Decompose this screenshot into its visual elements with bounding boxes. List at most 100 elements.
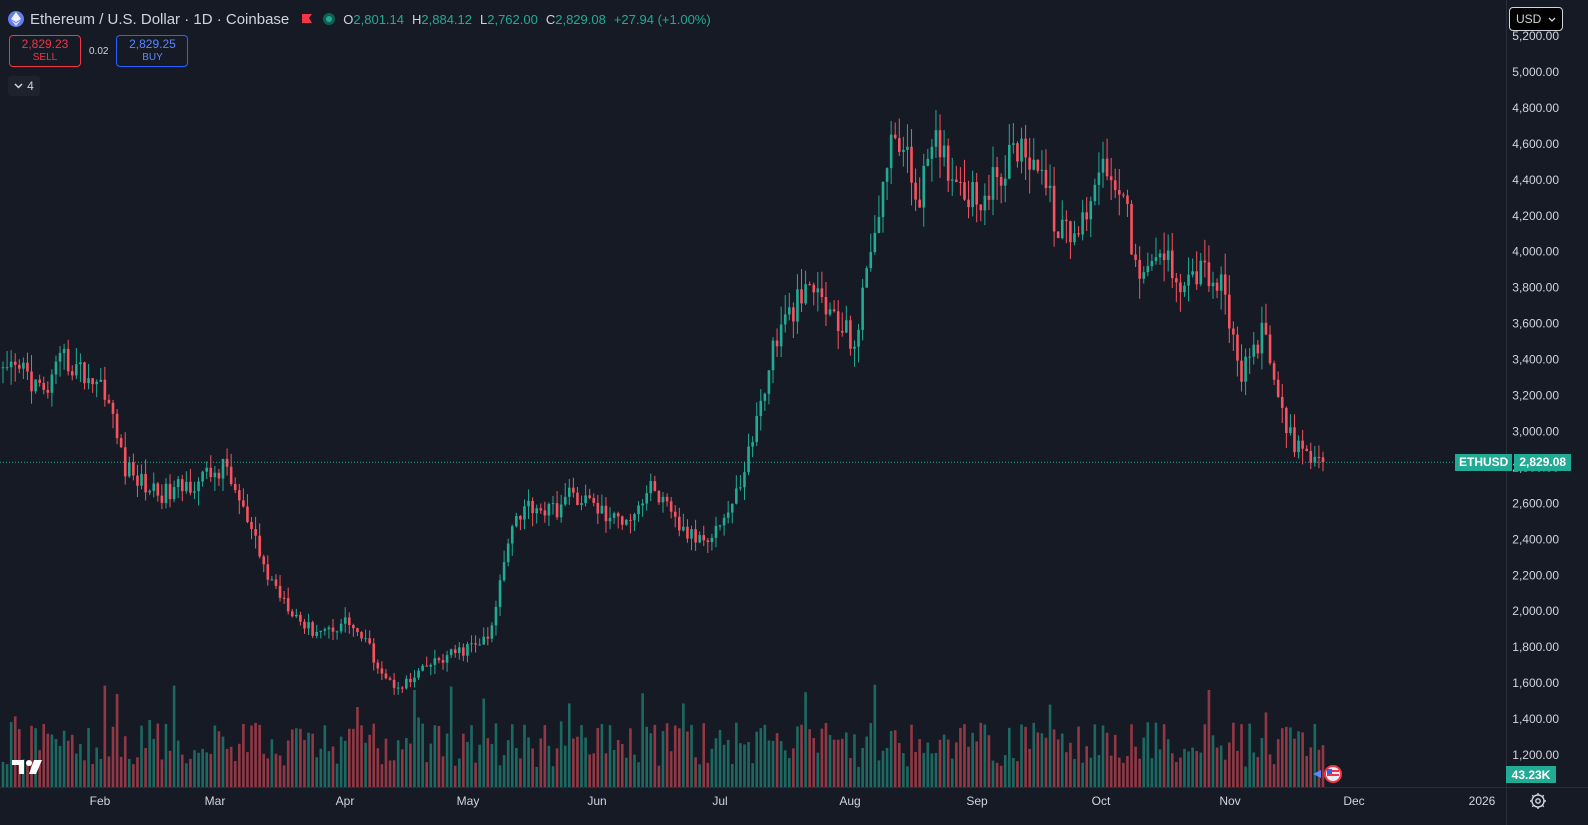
candle-body — [1240, 360, 1243, 382]
price-axis[interactable]: 5,200.00 5,000.00 4,800.00 4,600.00 4,400.00… — [1512, 29, 1559, 762]
volume-bars — [1, 684, 1325, 787]
volume-bar — [718, 730, 722, 787]
candle-body — [38, 379, 41, 383]
volume-bar — [152, 738, 156, 787]
candles[interactable] — [1, 110, 1325, 695]
candle-body — [950, 179, 954, 181]
price-tick-label: 1,400.00 — [1512, 712, 1559, 726]
candle-body — [910, 146, 913, 183]
volume-bar — [441, 756, 445, 787]
candle-body — [405, 678, 408, 689]
candle-body — [710, 537, 714, 543]
volume-bar — [1219, 745, 1223, 787]
price-tick-label: 3,800.00 — [1512, 281, 1559, 295]
volume-bar — [633, 754, 636, 787]
candle-body — [87, 378, 90, 384]
candle-body — [767, 370, 771, 394]
volume-bar — [906, 766, 909, 787]
candle-body — [433, 658, 437, 665]
volume-bar — [747, 742, 750, 787]
indicators-toggle[interactable]: 4 — [8, 76, 40, 96]
candle-body — [739, 487, 742, 489]
candle-body — [783, 314, 787, 325]
candle-body — [559, 504, 563, 518]
candle-body — [946, 145, 950, 181]
candle-body — [34, 379, 37, 392]
volume-bar — [1130, 724, 1133, 787]
candle-body — [1170, 250, 1174, 279]
time-tick-label: 2026 — [1469, 794, 1496, 808]
volume-bar — [918, 739, 921, 787]
candle-body — [543, 510, 547, 516]
market-status-icon[interactable] — [323, 13, 336, 25]
volume-bar — [1256, 757, 1260, 787]
candle-body — [873, 232, 877, 253]
volume-bar — [262, 753, 266, 787]
volume-bar — [323, 725, 327, 787]
volume-bar — [596, 727, 600, 787]
candle-body — [934, 130, 938, 147]
price-tick-label: 2,000.00 — [1512, 604, 1559, 618]
volume-bar — [763, 724, 767, 787]
volume-bar — [132, 764, 135, 787]
volume-bar — [771, 740, 775, 787]
time-tick-label: Mar — [205, 794, 226, 808]
candle-body — [588, 495, 591, 499]
candle-body — [1101, 158, 1105, 173]
candle-body — [9, 361, 13, 368]
volume-bar — [26, 762, 29, 787]
volume-bar — [1040, 733, 1044, 787]
candle-body — [258, 535, 261, 557]
volume-bar — [612, 749, 616, 787]
price-tick-label: 5,200.00 — [1512, 29, 1559, 43]
price-tick-label: 2,400.00 — [1512, 532, 1559, 546]
volume-bar — [1122, 762, 1125, 787]
sell-button[interactable]: 2,829.23 SELL — [9, 35, 81, 67]
volume-bar — [914, 752, 917, 787]
time-axis[interactable]: Feb Mar Apr May Jun Jul Aug Sep Oct Nov Dec 2026 — [90, 794, 1496, 808]
candle-body — [596, 502, 600, 514]
candle-body — [714, 525, 718, 538]
volume-bar — [714, 738, 718, 787]
candle-body — [702, 535, 706, 541]
volume-bar — [710, 748, 714, 787]
symbol-title[interactable]: Ethereum / U.S. Dollar · 1D · Coinbase — [30, 10, 290, 28]
candle-body — [360, 632, 363, 639]
volume-bar — [54, 739, 58, 787]
candle-body — [1073, 233, 1076, 243]
volume-bar — [1223, 759, 1227, 787]
volume-bar — [576, 736, 579, 787]
flag-icon[interactable] — [301, 13, 313, 25]
volume-bar — [160, 759, 164, 787]
settings-gear-icon[interactable] — [1529, 792, 1547, 810]
volume-bar — [87, 727, 90, 787]
candle-body — [1191, 271, 1194, 275]
volume-bar — [1264, 712, 1268, 787]
tradingview-logo-icon[interactable] — [12, 758, 44, 776]
currency-select[interactable]: USD — [1509, 7, 1563, 31]
candle-body — [327, 627, 331, 630]
candle-body — [730, 503, 734, 513]
buy-button[interactable]: 2,829.25 BUY — [116, 35, 189, 67]
volume-bar — [1317, 749, 1321, 787]
volume-bar — [1309, 747, 1313, 787]
volume-bar — [584, 737, 587, 787]
volume-bar — [580, 725, 583, 787]
candle-body — [1142, 272, 1146, 279]
volume-bar — [290, 729, 294, 787]
volume-bar — [213, 725, 217, 787]
economic-events-icon[interactable] — [1313, 764, 1345, 784]
currency-value: USD — [1516, 12, 1542, 26]
candle-body — [132, 462, 135, 476]
volume-bar — [1297, 731, 1300, 787]
volume-bar — [555, 748, 559, 787]
volume-bar — [669, 751, 673, 787]
volume-bar — [405, 738, 408, 787]
last-price-value: 2,829.08 — [1514, 454, 1572, 472]
volume-bar — [1191, 747, 1194, 787]
candle-body — [796, 289, 799, 322]
volume-bar — [254, 722, 257, 787]
volume-bar — [519, 758, 522, 787]
